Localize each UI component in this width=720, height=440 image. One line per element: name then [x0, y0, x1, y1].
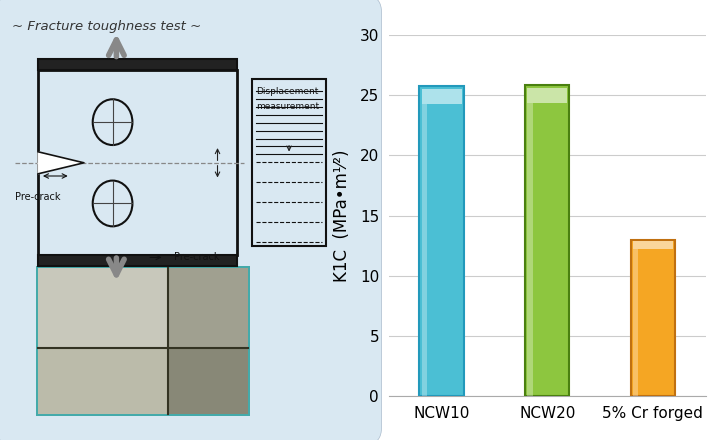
Bar: [422, 104, 427, 396]
Bar: [527, 88, 567, 103]
Bar: [36, 266, 250, 416]
Bar: [252, 79, 326, 246]
Bar: [525, 84, 570, 396]
Text: Pre-crack: Pre-crack: [15, 192, 60, 202]
Polygon shape: [38, 152, 84, 174]
FancyBboxPatch shape: [0, 0, 382, 440]
Bar: [38, 255, 237, 266]
Bar: [420, 86, 464, 396]
Bar: [38, 59, 237, 70]
Bar: [633, 241, 672, 249]
Text: measurement: measurement: [256, 102, 319, 111]
Bar: [633, 249, 638, 396]
Bar: [168, 348, 248, 414]
Y-axis label: K1C  (MPa•m¹⁄²): K1C (MPa•m¹⁄²): [333, 149, 351, 282]
Bar: [631, 240, 675, 396]
Bar: [38, 268, 168, 348]
Bar: [168, 268, 248, 348]
Bar: [38, 70, 237, 255]
Text: Pre-crack: Pre-crack: [174, 253, 220, 262]
Text: ~ Fracture toughness test ~: ~ Fracture toughness test ~: [12, 20, 202, 33]
Text: Displacement: Displacement: [256, 87, 318, 96]
Bar: [422, 89, 462, 104]
Bar: [38, 348, 168, 414]
Bar: [527, 103, 533, 396]
